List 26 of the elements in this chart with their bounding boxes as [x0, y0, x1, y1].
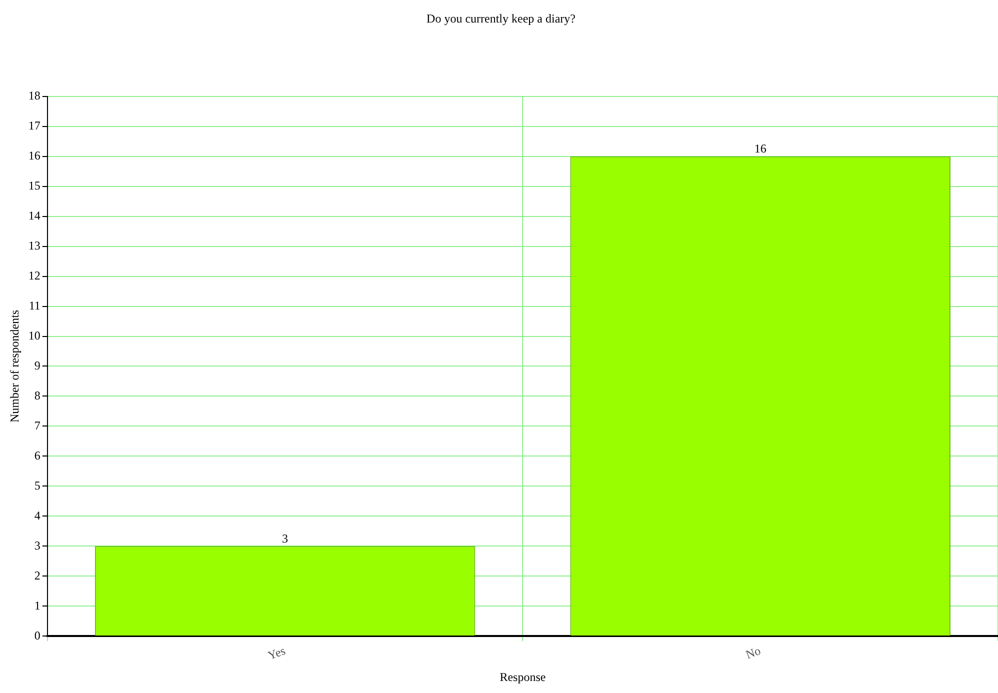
y-tick-label: 18 [28, 88, 40, 103]
y-tick-label: 15 [28, 178, 40, 193]
data-label: 16 [754, 142, 766, 156]
y-tick-label: 9 [34, 358, 40, 372]
y-tick-label: 16 [28, 148, 40, 163]
y-tick-label: 10 [28, 328, 40, 342]
y-tick-label: 7 [34, 418, 40, 432]
y-tick-label: 11 [28, 298, 40, 312]
y-tick-label: 5 [34, 478, 40, 492]
y-tick-label: 8 [34, 388, 40, 402]
y-tick-label: 3 [34, 538, 40, 552]
x-axis-title: Response [500, 670, 546, 684]
data-label: 3 [282, 531, 288, 546]
y-tick-label: 14 [28, 208, 40, 222]
y-tick-label: 1 [34, 598, 40, 612]
y-tick-label: 6 [34, 448, 40, 462]
y-axis-title: Number of respondents [7, 310, 22, 423]
y-tick-label: 4 [34, 508, 40, 522]
chart-title: Do you currently keep a diary? [426, 11, 576, 26]
y-tick-label: 17 [28, 118, 40, 133]
y-tick-label: 0 [34, 628, 40, 642]
y-tick-label: 13 [28, 238, 40, 252]
y-tick-label: 12 [28, 268, 40, 282]
y-tick-label: 2 [34, 568, 40, 582]
x-tick-label: Yes [266, 643, 288, 663]
x-tick-label: No [744, 643, 762, 662]
